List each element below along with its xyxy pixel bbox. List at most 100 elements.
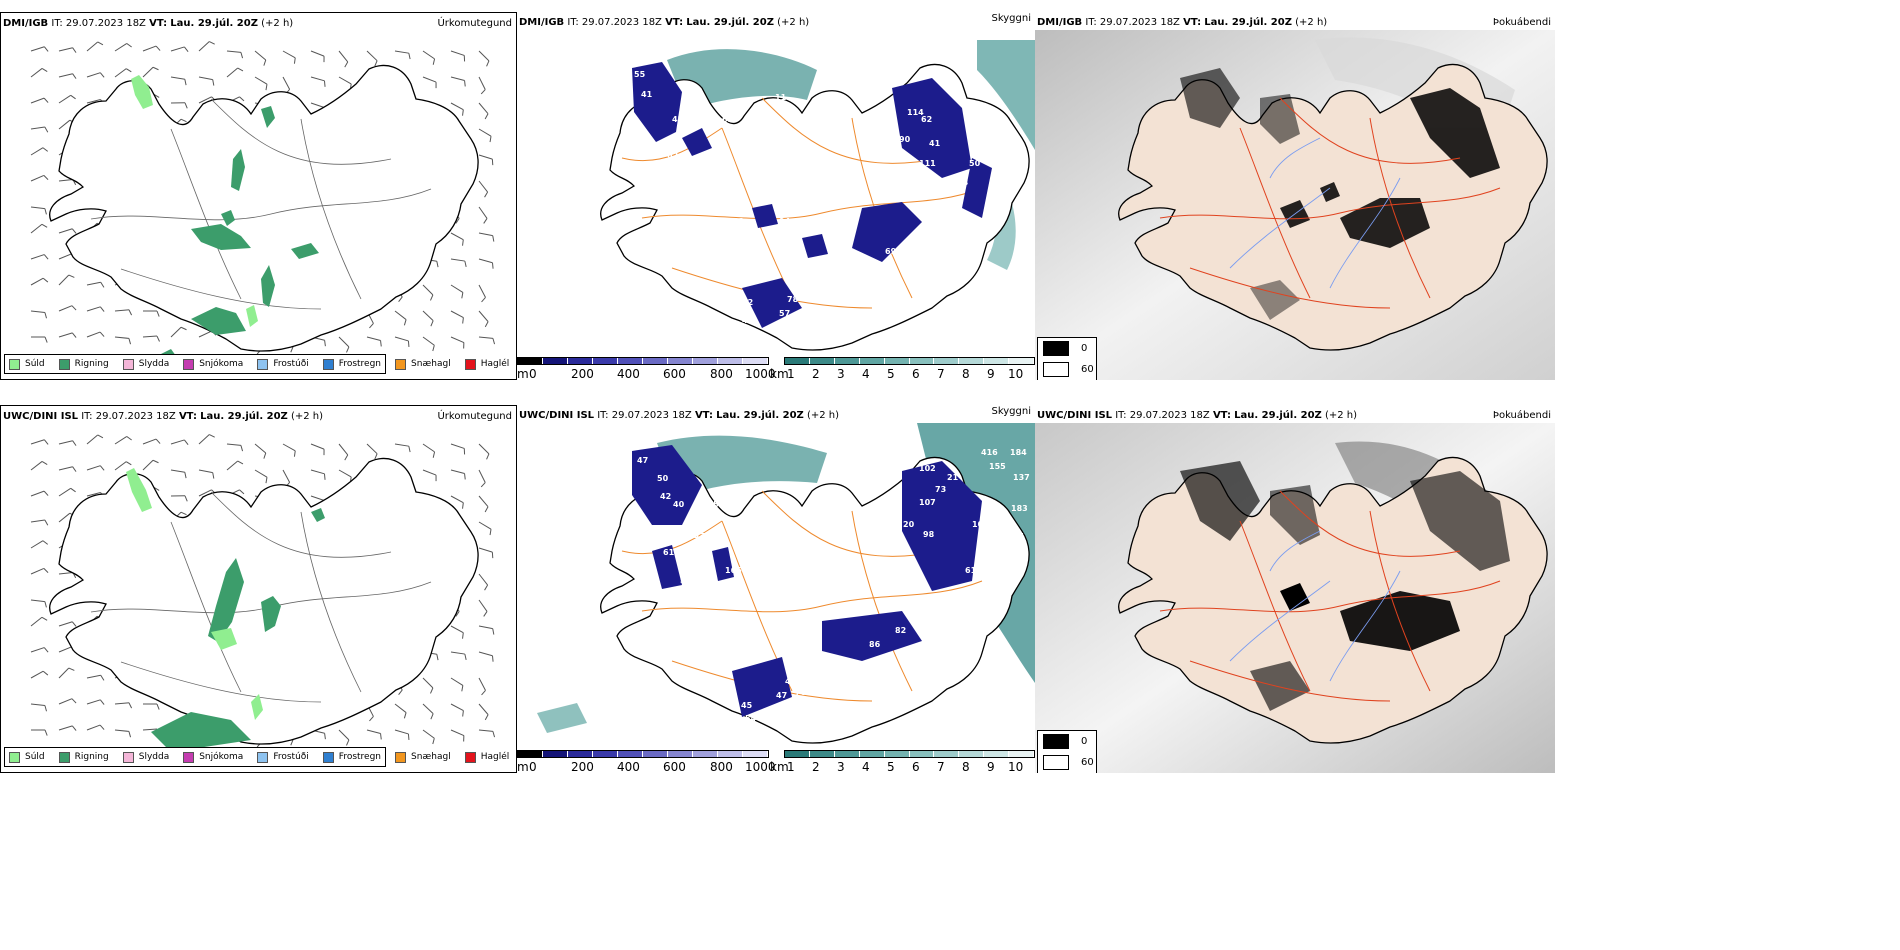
wind-barb <box>58 621 73 627</box>
wind-barb <box>30 68 43 78</box>
wind-barb-flag <box>481 690 486 696</box>
wind-barb <box>478 677 486 691</box>
cb-swatch <box>1009 751 1035 757</box>
cb-swatch <box>668 751 693 757</box>
map-label: 48 <box>785 677 797 686</box>
swatch <box>464 358 476 370</box>
cb-swatch <box>785 358 810 364</box>
legend-label: Snjókoma <box>199 752 244 762</box>
model-name: UWC/DINI ISL <box>3 411 79 422</box>
wind-barb-flag <box>407 340 410 347</box>
fog-map <box>1035 423 1555 773</box>
wind-barb-flag <box>464 80 466 87</box>
vt-value: Lau. 29.júl. 20Z <box>686 17 774 28</box>
wind-barb-flag <box>491 655 494 662</box>
wind-barb <box>338 443 349 456</box>
colorbar-swatches <box>784 357 1035 365</box>
wind-barb-flag <box>212 79 215 86</box>
wind-barb <box>170 76 185 80</box>
wind-barb-flag <box>184 472 187 479</box>
wind-barb <box>478 573 489 586</box>
wind-barb <box>30 616 43 627</box>
wind-barb-flag <box>184 46 189 52</box>
wind-barb-flag <box>71 725 77 731</box>
map-label: 40 <box>673 500 685 509</box>
wind-barb <box>254 50 267 61</box>
it-value: 29.07.2023 18Z <box>581 17 662 28</box>
wind-barb <box>30 310 45 313</box>
wind-barb-flag <box>152 66 159 71</box>
cb-label: 200 <box>571 760 594 773</box>
map-label: 47 <box>776 691 787 700</box>
cb-label: 800 <box>710 760 733 773</box>
legend-item: Snæhagl <box>395 751 451 763</box>
map-label: 47 <box>767 325 778 334</box>
map-label: 69 <box>721 492 733 501</box>
it-label: IT: <box>51 18 63 29</box>
wind-barb <box>226 67 239 78</box>
cb-label: 400 <box>617 367 640 380</box>
map-label: 68 <box>945 628 957 637</box>
wind-barb <box>114 702 129 705</box>
map-label: 20 <box>903 520 915 529</box>
map-label: 347 <box>1007 532 1024 541</box>
map-label: 59 <box>833 235 845 244</box>
map-label: 58 <box>663 163 675 172</box>
legend-item: Súld <box>9 358 45 370</box>
cb-label: 5 <box>887 760 895 773</box>
wind-barb <box>422 50 435 60</box>
precip-legend: Súld Rigning Slydda Snjókoma Frostúði Fr… <box>4 747 509 767</box>
map-label: 142 <box>779 594 796 603</box>
wind-barb-flag <box>240 52 244 59</box>
map-label: 102 <box>919 464 936 473</box>
wind-barb <box>58 253 73 260</box>
model-name: DMI/IGB <box>519 17 565 28</box>
wind-barb <box>478 206 488 219</box>
wind-barb <box>58 572 73 575</box>
wind-barb <box>478 102 489 115</box>
wind-barb-flag <box>155 438 161 444</box>
map-label: 42 <box>672 115 683 124</box>
wind-barb <box>30 174 45 182</box>
cb-label: 1 <box>787 760 795 773</box>
wind-barb-flag <box>68 274 75 278</box>
map-label: 82 <box>895 626 906 635</box>
wind-barb <box>170 46 185 52</box>
fog-legend: 0 60 <box>1037 730 1097 773</box>
wind-barb-flag <box>99 72 105 78</box>
wind-barb <box>450 495 464 504</box>
cb-label: 2 <box>812 760 820 773</box>
precip-cells <box>126 468 325 752</box>
cb-swatch <box>518 358 543 364</box>
wind-barb-flag <box>430 713 434 720</box>
wind-barb-flag <box>239 489 245 495</box>
wind-barb <box>58 228 73 234</box>
wind-barb-flag <box>344 61 349 68</box>
wind-barb <box>450 336 465 343</box>
cb-swatch <box>909 358 935 364</box>
wind-barb <box>30 97 45 104</box>
wind-barb <box>198 469 213 474</box>
legend-label: Slydda <box>138 752 170 762</box>
map-label: 47 <box>727 581 738 590</box>
map-label: 49 <box>715 616 727 625</box>
wind-barb <box>142 335 158 338</box>
wind-barb-flag <box>484 714 489 721</box>
wind-barb-flag <box>293 450 296 457</box>
wind-barb-flag <box>489 529 492 536</box>
cb-label: 8 <box>962 367 970 380</box>
map-label: 61 <box>663 548 675 557</box>
cb-label: 6 <box>912 760 920 773</box>
wind-barb <box>394 729 409 735</box>
wind-barb <box>58 698 73 705</box>
swatch <box>122 358 134 370</box>
wind-barb <box>114 336 129 339</box>
wind-barb-flag <box>125 68 132 73</box>
cb-swatch <box>643 358 668 364</box>
wind-barb <box>30 277 44 286</box>
rivers <box>1229 137 1401 289</box>
wind-barb-flag <box>156 703 160 710</box>
wind-barb-flag <box>398 296 403 303</box>
cloud-panel-bottom: UWC/DINI ISL IT: 29.07.2023 18Z VT: Lau.… <box>517 405 1035 773</box>
it-label: IT: <box>1085 17 1097 28</box>
